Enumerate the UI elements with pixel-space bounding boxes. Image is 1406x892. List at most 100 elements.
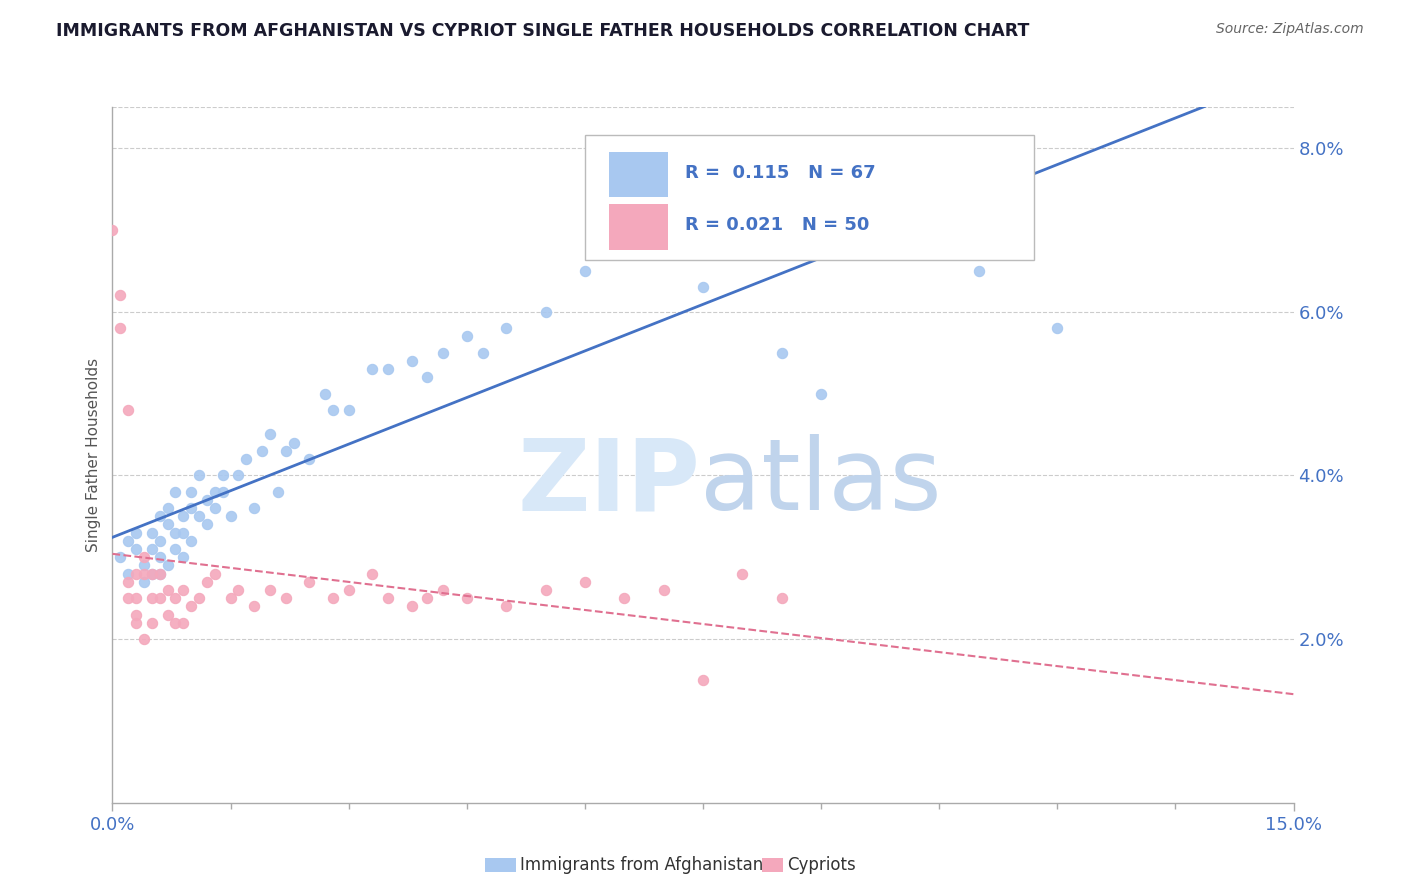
Bar [609, 204, 668, 250]
Point [204, 566, 226, 581]
Point [149, 509, 172, 524]
Bar [609, 153, 668, 197]
Point [652, 223, 675, 237]
Point [298, 452, 321, 467]
Point [141, 566, 163, 581]
Point [117, 566, 139, 581]
Point [416, 591, 439, 606]
Point [132, 566, 155, 581]
Point [180, 599, 202, 614]
Point [495, 599, 517, 614]
Point [117, 533, 139, 548]
Point [250, 443, 273, 458]
Point [117, 591, 139, 606]
Point [188, 591, 211, 606]
Point [337, 403, 360, 417]
Point [574, 574, 596, 589]
Point [149, 566, 172, 581]
Point [149, 591, 172, 606]
Point [243, 501, 266, 516]
Point [132, 550, 155, 565]
Point [211, 468, 233, 483]
Point [141, 591, 163, 606]
Point [132, 574, 155, 589]
Point [401, 599, 423, 614]
Point [165, 525, 187, 540]
Point [322, 591, 344, 606]
Text: Source: ZipAtlas.com: Source: ZipAtlas.com [1216, 22, 1364, 37]
Point [188, 468, 211, 483]
Point [204, 484, 226, 499]
Point [141, 615, 163, 630]
Point [149, 533, 172, 548]
Point [125, 525, 148, 540]
Point [692, 280, 714, 294]
Point [211, 484, 233, 499]
Point [110, 550, 132, 565]
Point [731, 223, 754, 237]
Text: ZIP: ZIP [517, 434, 700, 532]
Point [613, 247, 636, 261]
Point [165, 484, 187, 499]
Point [228, 582, 250, 597]
Point [259, 582, 281, 597]
Point [574, 264, 596, 278]
Point [432, 345, 454, 359]
Point [101, 223, 124, 237]
Point [274, 443, 297, 458]
Point [259, 427, 281, 442]
Point [849, 239, 872, 253]
Point [613, 591, 636, 606]
Point [188, 509, 211, 524]
Point [534, 304, 557, 318]
Point [172, 550, 194, 565]
Point [456, 591, 478, 606]
Point [180, 533, 202, 548]
Point [235, 452, 257, 467]
Point [298, 574, 321, 589]
Point [117, 574, 139, 589]
Point [149, 566, 172, 581]
Point [731, 566, 754, 581]
Text: IMMIGRANTS FROM AFGHANISTAN VS CYPRIOT SINGLE FATHER HOUSEHOLDS CORRELATION CHAR: IMMIGRANTS FROM AFGHANISTAN VS CYPRIOT S… [56, 22, 1029, 40]
Point [770, 591, 793, 606]
Point [117, 403, 139, 417]
Point [165, 591, 187, 606]
Point [195, 574, 218, 589]
Y-axis label: Single Father Households: Single Father Households [86, 358, 101, 552]
Point [125, 591, 148, 606]
Point [165, 615, 187, 630]
Point [1046, 321, 1069, 335]
Point [401, 353, 423, 368]
Point [110, 321, 132, 335]
Point [132, 632, 155, 646]
Point [283, 435, 305, 450]
Point [416, 370, 439, 384]
Point [219, 509, 242, 524]
Text: atlas: atlas [700, 434, 942, 532]
Point [810, 386, 832, 401]
Point [314, 386, 336, 401]
Point [770, 345, 793, 359]
Point [172, 582, 194, 597]
Point [156, 558, 179, 573]
Point [125, 566, 148, 581]
Point [195, 492, 218, 507]
Point [110, 288, 132, 302]
Point [180, 484, 202, 499]
Text: Cypriots: Cypriots [787, 856, 856, 874]
Point [141, 542, 163, 557]
Point [432, 582, 454, 597]
Point [377, 591, 399, 606]
Point [456, 329, 478, 343]
Point [967, 264, 990, 278]
Point [156, 582, 179, 597]
Point [361, 362, 384, 376]
Text: Immigrants from Afghanistan: Immigrants from Afghanistan [520, 856, 763, 874]
Point [228, 468, 250, 483]
Point [195, 517, 218, 532]
Point [165, 542, 187, 557]
Point [149, 550, 172, 565]
Point [141, 525, 163, 540]
Point [180, 501, 202, 516]
